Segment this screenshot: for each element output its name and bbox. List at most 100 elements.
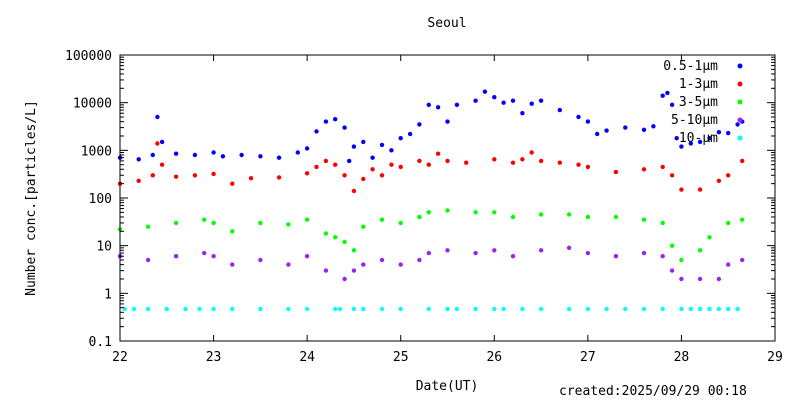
data-point (464, 160, 469, 165)
data-point (623, 125, 628, 130)
data-point (697, 248, 703, 253)
legend-marker (737, 99, 743, 105)
data-point (492, 157, 497, 162)
data-point (454, 102, 460, 108)
data-point (230, 181, 235, 186)
data-point (145, 306, 151, 312)
data-point (426, 102, 431, 108)
data-point (454, 306, 460, 312)
data-point (361, 262, 366, 267)
data-point (735, 122, 740, 127)
data-point (651, 124, 656, 129)
data-point (707, 235, 712, 240)
data-point (445, 158, 450, 164)
data-point (333, 162, 338, 167)
data-point (417, 158, 422, 164)
data-point (669, 102, 675, 108)
data-point (258, 257, 263, 263)
data-point (136, 178, 141, 183)
data-point (529, 150, 534, 155)
legend-label: 3-5μm (679, 95, 718, 110)
data-point (613, 169, 619, 175)
data-point (370, 167, 375, 172)
data-point (202, 250, 207, 256)
data-point (145, 224, 151, 229)
data-point (136, 157, 141, 162)
data-point (679, 276, 684, 282)
data-point (660, 306, 665, 312)
data-point (295, 150, 300, 155)
data-point (716, 306, 722, 312)
data-point (211, 220, 216, 226)
data-point (220, 154, 226, 159)
data-point (613, 214, 619, 220)
data-point (173, 174, 179, 179)
data-point (688, 141, 693, 146)
data-point (707, 306, 712, 312)
x-tick-label: 29 (767, 350, 783, 365)
data-point (398, 164, 403, 170)
data-point (576, 114, 581, 120)
data-point (248, 176, 254, 181)
legend-marker (737, 81, 743, 87)
y-axis-label: Number conc.[particles/L] (24, 100, 39, 296)
data-point (674, 136, 679, 141)
data-point (660, 220, 665, 226)
data-point (407, 131, 413, 137)
data-point (159, 162, 165, 167)
data-point (426, 250, 431, 256)
data-point (342, 239, 347, 245)
data-point (473, 210, 478, 215)
data-point (361, 139, 366, 145)
data-point (660, 254, 665, 259)
data-point (417, 257, 422, 263)
data-point (726, 173, 731, 178)
data-point (585, 214, 591, 220)
y-tick-label: 10 (96, 240, 112, 255)
data-point (679, 187, 684, 192)
data-point (697, 187, 703, 192)
y-tick-label: 10000 (73, 97, 112, 112)
data-point (155, 141, 160, 146)
data-point (417, 122, 422, 127)
data-point (445, 306, 450, 312)
data-point (323, 158, 329, 164)
plot-frame (119, 54, 776, 342)
data-point (304, 217, 310, 222)
data-point (585, 306, 591, 312)
data-point (557, 160, 562, 165)
data-point (679, 257, 684, 263)
y-tick-label: 0.1 (89, 335, 112, 350)
data-point (258, 306, 263, 312)
data-point (576, 162, 581, 167)
legend-label: 0.5-1μm (663, 59, 718, 74)
data-point (379, 306, 385, 312)
data-point (660, 93, 665, 98)
data-point (197, 306, 202, 312)
data-point (398, 136, 403, 141)
data-point (679, 306, 684, 312)
data-point (566, 212, 572, 217)
data-point (501, 306, 506, 312)
legend-label: 5-10μm (671, 113, 718, 128)
data-point (304, 306, 310, 312)
data-point (304, 254, 310, 259)
data-point (286, 262, 291, 267)
series-3 (117, 245, 745, 282)
series-1 (117, 141, 745, 194)
data-point (697, 139, 703, 145)
data-point (707, 136, 712, 141)
legend: 0.5-1μm 1-3μm 3-5μm 5-10μm 10-μm (663, 59, 743, 146)
data-point (192, 152, 198, 158)
data-point (202, 217, 207, 222)
data-point (520, 111, 525, 116)
data-point (595, 131, 600, 137)
data-point (379, 257, 385, 263)
data-point (473, 250, 478, 256)
chart-title: Seoul (427, 16, 466, 31)
data-point (351, 306, 357, 312)
legend-marker (737, 135, 743, 141)
series-0 (117, 89, 745, 164)
data-point (323, 119, 329, 124)
data-point (304, 171, 310, 176)
